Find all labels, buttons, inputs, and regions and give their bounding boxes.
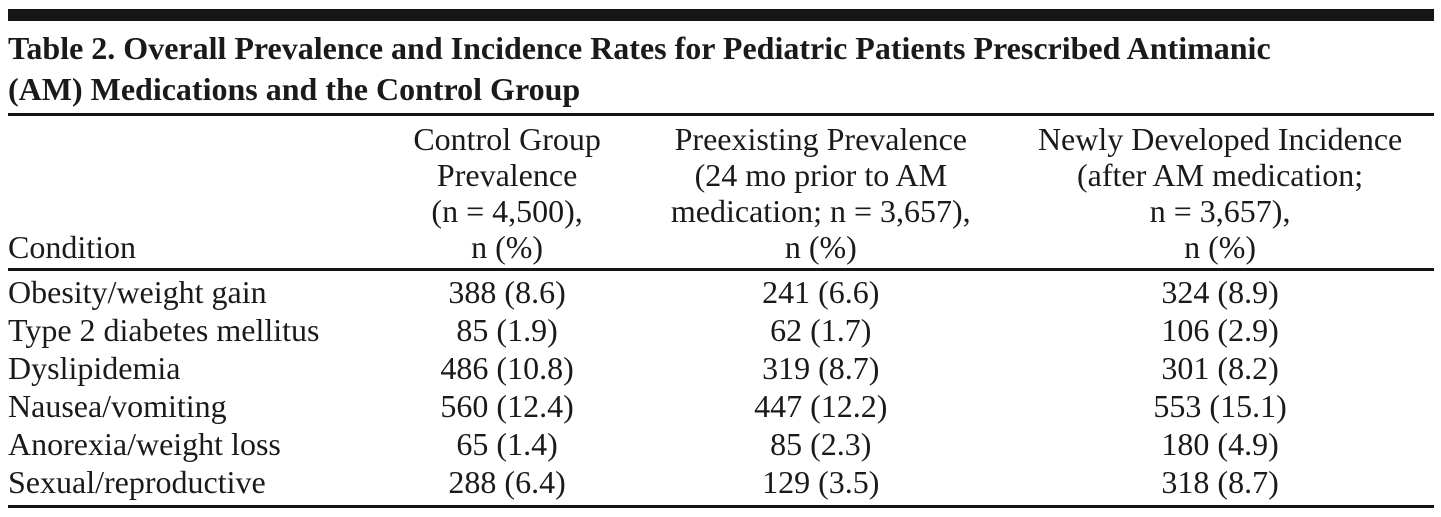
header-row: Condition Control Group Prevalence (n = … xyxy=(8,116,1434,271)
table-row: Obesity/weight gain 388 (8.6) 241 (6.6) … xyxy=(8,270,1434,312)
table-row: Nausea/vomiting 560 (12.4) 447 (12.2) 55… xyxy=(8,387,1434,425)
control-cell: 85 (1.9) xyxy=(456,312,558,348)
column-header-control-group: Control Group Prevalence (n = 4,500), n … xyxy=(378,116,636,271)
table-row: Type 2 diabetes mellitus 85 (1.9) 62 (1.… xyxy=(8,311,1434,349)
top-rule-thick xyxy=(8,9,1434,21)
preexisting-cell: 319 (8.7) xyxy=(762,350,880,386)
table-row: Sexual/reproductive 288 (6.4) 129 (3.5) … xyxy=(8,463,1434,508)
preexisting-cell: 241 (6.6) xyxy=(762,274,880,310)
condition-cell: Nausea/vomiting xyxy=(8,388,227,424)
table-row: Anorexia/weight loss 65 (1.4) 85 (2.3) 1… xyxy=(8,425,1434,463)
column-header-preexisting: Preexisting Prevalence (24 mo prior to A… xyxy=(635,116,1007,271)
table-row: Dyslipidemia 486 (10.8) 319 (8.7) 301 (8… xyxy=(8,349,1434,387)
newly-cell: 180 (4.9) xyxy=(1161,426,1279,462)
condition-cell: Sexual/reproductive xyxy=(8,463,379,508)
column-header-newly-developed: Newly Developed Incidence (after AM medi… xyxy=(1006,116,1434,271)
preexisting-cell: 447 (12.2) xyxy=(754,388,888,424)
preexisting-cell: 85 (2.3) xyxy=(770,426,872,462)
control-cell: 65 (1.4) xyxy=(456,426,558,462)
control-cell: 560 (12.4) xyxy=(440,388,574,424)
control-cell: 288 (6.4) xyxy=(378,463,636,508)
condition-cell: Dyslipidemia xyxy=(8,350,181,386)
newly-cell: 301 (8.2) xyxy=(1161,350,1279,386)
condition-cell: Type 2 diabetes mellitus xyxy=(8,312,320,348)
prevalence-incidence-table: Condition Control Group Prevalence (n = … xyxy=(8,116,1434,508)
newly-cell: 324 (8.9) xyxy=(1161,274,1279,310)
newly-cell: 318 (8.7) xyxy=(1006,463,1434,508)
control-cell: 388 (8.6) xyxy=(448,274,566,310)
preexisting-cell: 62 (1.7) xyxy=(770,312,872,348)
newly-cell: 106 (2.9) xyxy=(1161,312,1279,348)
column-header-condition: Condition xyxy=(8,116,379,271)
condition-cell: Anorexia/weight loss xyxy=(8,426,281,462)
preexisting-cell: 129 (3.5) xyxy=(635,463,1007,508)
condition-cell: Obesity/weight gain xyxy=(8,274,267,310)
table-title: Table 2. Overall Prevalence and Incidenc… xyxy=(8,28,1434,116)
control-cell: 486 (10.8) xyxy=(440,350,574,386)
newly-cell: 553 (15.1) xyxy=(1153,388,1287,424)
